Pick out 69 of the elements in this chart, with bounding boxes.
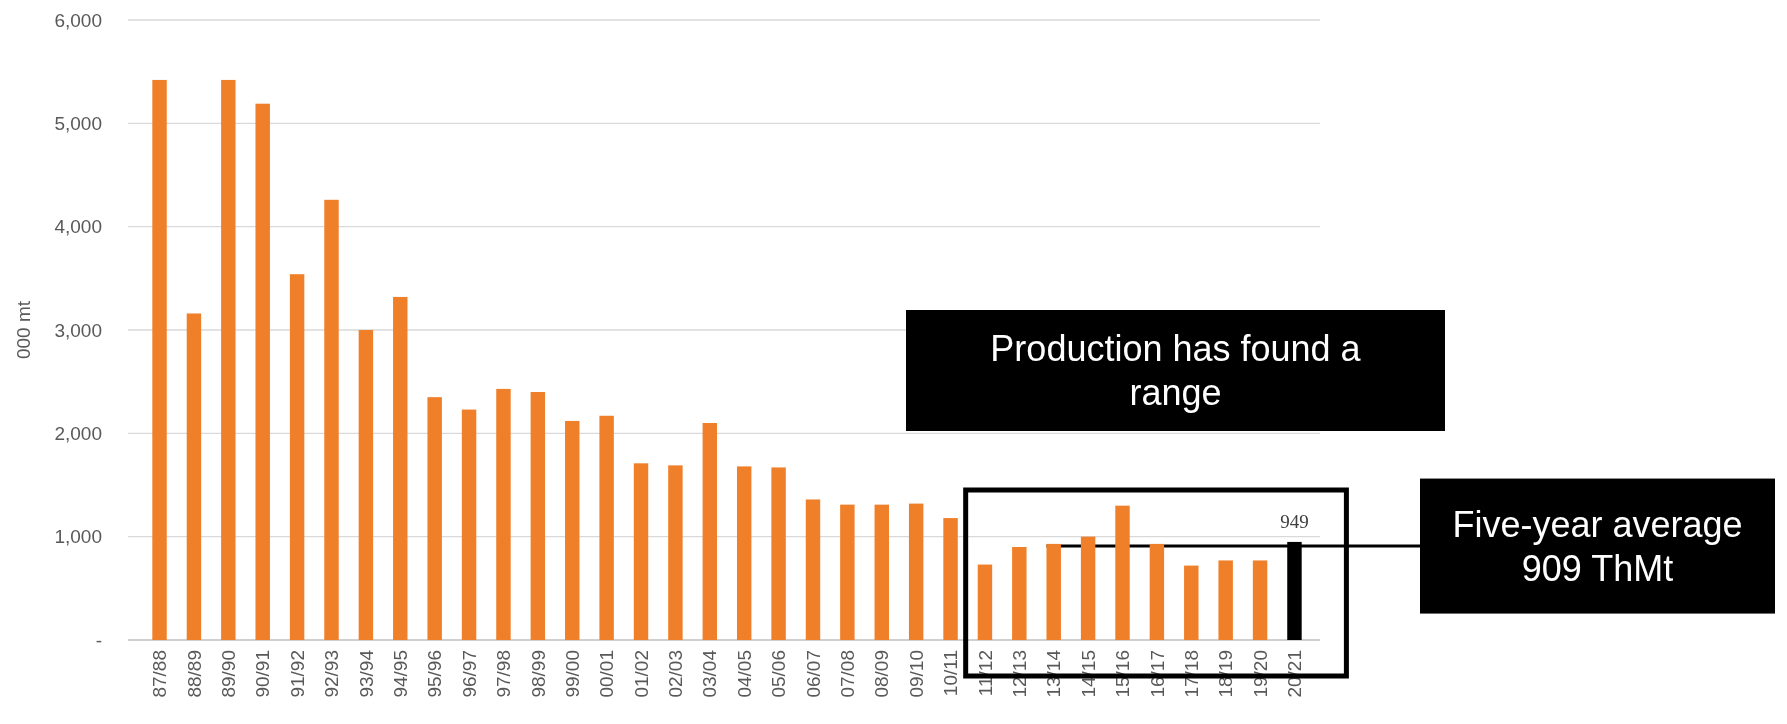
bar <box>530 392 546 640</box>
y-axis-title: 000 mt <box>13 300 34 360</box>
bar <box>221 79 236 640</box>
x-tick-label: 95/96 <box>424 650 446 698</box>
bar <box>977 564 993 640</box>
x-tick-label: 02/03 <box>665 650 687 698</box>
bar <box>186 313 202 640</box>
x-tick-label: 07/08 <box>837 650 859 698</box>
bar <box>289 274 305 640</box>
bar <box>805 499 821 640</box>
bar <box>874 504 889 640</box>
x-tick-label: 94/95 <box>389 650 411 698</box>
x-tick-label: 12/13 <box>1008 650 1030 698</box>
y-tick-label: 3,000 <box>54 319 102 341</box>
x-tick-label: 00/01 <box>596 650 618 698</box>
x-tick-label: 93/94 <box>355 649 377 698</box>
x-tick-label: 98/99 <box>527 650 549 698</box>
x-tick-label: 90/91 <box>252 650 274 698</box>
x-tick-label: 88/89 <box>183 650 205 698</box>
x-tick-label: 97/98 <box>493 650 515 698</box>
x-tick-label: 91/92 <box>286 650 308 698</box>
bar <box>496 388 511 640</box>
x-tick-label: 05/06 <box>768 650 790 698</box>
data-label: 949 <box>1280 510 1309 532</box>
bar <box>565 420 580 640</box>
bar <box>358 330 374 640</box>
y-tick-label: 6,000 <box>54 9 102 31</box>
bar <box>736 466 752 640</box>
bar <box>1046 543 1061 640</box>
y-tick-label: 1,000 <box>54 526 102 548</box>
bar <box>771 467 786 640</box>
y-tick-label: 2,000 <box>54 422 102 444</box>
x-tick-label: 99/00 <box>561 650 583 698</box>
bar <box>324 199 339 640</box>
ref-line-label: Five-year average 909 ThMt <box>1452 503 1743 589</box>
bar <box>1252 560 1268 640</box>
x-tick-label: 92/93 <box>321 650 343 698</box>
bar <box>1149 543 1165 640</box>
bar <box>1080 536 1096 640</box>
x-tick-label: 06/07 <box>802 650 824 698</box>
bar <box>152 79 167 640</box>
x-tick-label: 87/88 <box>149 650 171 698</box>
bar <box>1115 505 1130 640</box>
bar <box>633 463 649 640</box>
bar <box>908 503 924 640</box>
bar <box>393 296 408 640</box>
bar <box>1184 565 1199 640</box>
y-tick-label: 5,000 <box>54 112 102 134</box>
bar <box>943 518 958 640</box>
bar <box>427 397 442 640</box>
bar <box>840 504 855 640</box>
y-tick-label: 4,000 <box>54 216 102 238</box>
bar <box>599 415 614 640</box>
x-tick-label: 04/05 <box>733 650 755 698</box>
bar <box>1218 560 1233 640</box>
bar <box>461 409 477 640</box>
x-tick-label: 96/97 <box>458 650 480 698</box>
bar <box>255 103 270 640</box>
x-tick-label: 08/09 <box>871 650 893 698</box>
y-tick-label: - <box>95 629 102 651</box>
bar <box>668 465 683 640</box>
x-tick-label: 10/11 <box>940 650 962 697</box>
annotation: Production has found a range <box>990 328 1362 414</box>
x-tick-label: 89/90 <box>217 650 239 698</box>
bar <box>702 423 718 640</box>
bar <box>1012 547 1027 640</box>
x-tick-label: 09/10 <box>905 650 927 698</box>
x-tick-label: 03/04 <box>699 649 721 698</box>
x-tick-label: 01/02 <box>630 650 652 698</box>
